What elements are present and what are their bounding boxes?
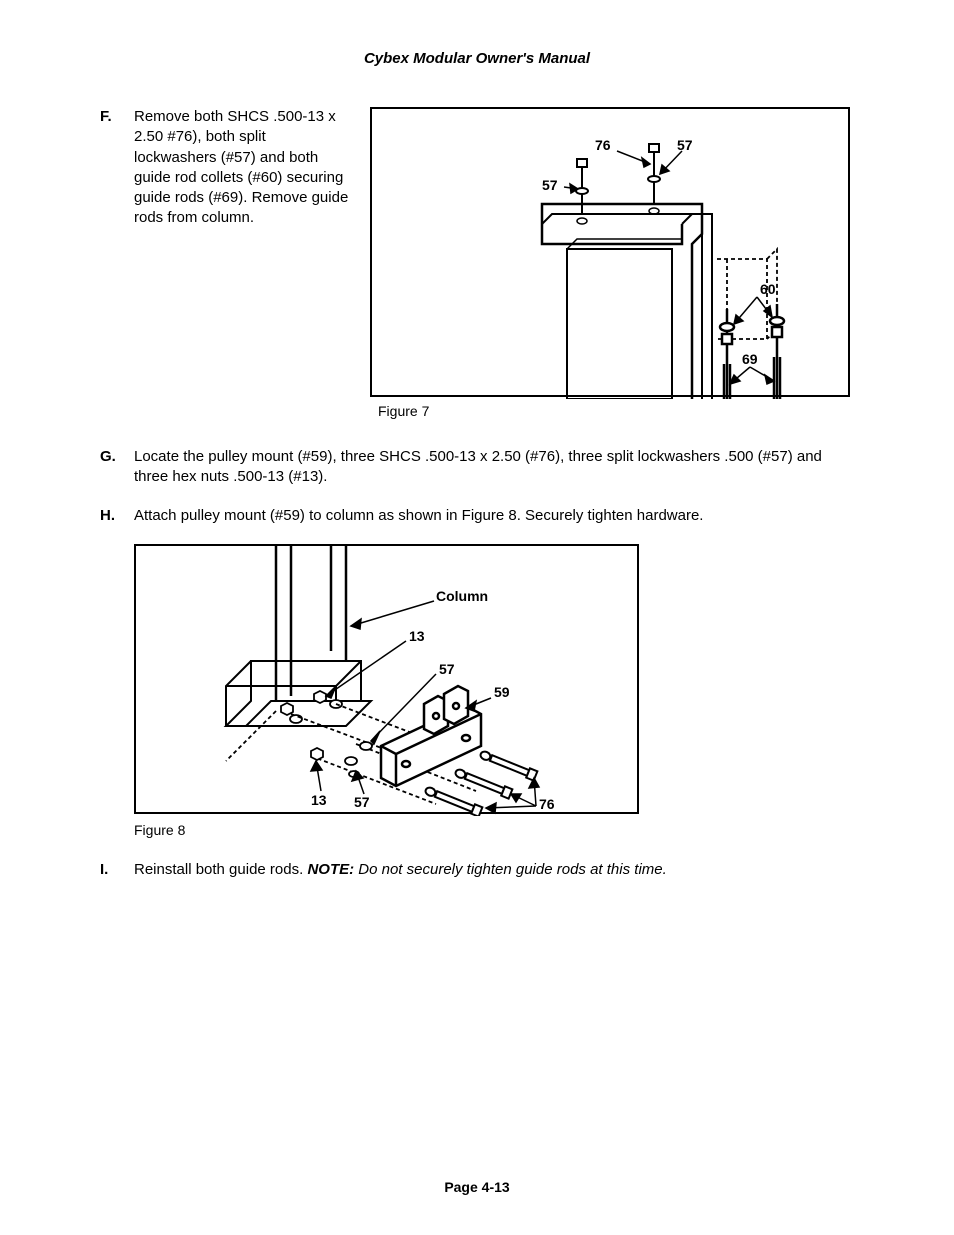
step-letter-f: F. [100,107,120,229]
page-footer: Page 4-13 [0,1179,954,1195]
step-body-h: Attach pulley mount (#59) to column as s… [134,506,854,526]
figure-8-caption: Figure 8 [134,822,854,838]
step-i: I. Reinstall both guide rods. NOTE: Do n… [100,860,854,880]
step-h: H. Attach pulley mount (#59) to column a… [100,506,854,526]
fig8-label-76: 76 [539,796,555,812]
fig8-label-57b: 57 [354,794,370,810]
figure-8-box: Column 13 57 59 13 57 76 [134,544,639,814]
fig8-label-57a: 57 [439,661,455,677]
figure-7-svg [372,109,852,399]
step-body-i: Reinstall both guide rods. NOTE: Do not … [134,860,854,880]
step-i-note-text: Do not securely tighten guide rods at th… [358,861,667,878]
fig7-label-60: 60 [760,281,776,297]
step-g: G. Locate the pulley mount (#59), three … [100,447,854,488]
figure-8-svg [136,546,641,816]
fig8-label-column: Column [436,588,488,604]
step-f: F. Remove both SHCS .500-13 x 2.50 #76),… [100,107,350,229]
fig7-label-76: 76 [595,137,611,153]
fig8-label-59: 59 [494,684,510,700]
figure-7-caption: Figure 7 [378,403,854,419]
fig7-label-69: 69 [742,351,758,367]
figure-7-box: 76 57 57 60 69 [370,107,850,397]
step-body-g: Locate the pulley mount (#59), three SHC… [134,447,854,488]
step-letter-g: G. [100,447,120,488]
step-letter-i: I. [100,860,120,880]
step-i-note-label: NOTE: [307,861,354,878]
section-f: F. Remove both SHCS .500-13 x 2.50 #76),… [100,107,854,419]
step-body-f: Remove both SHCS .500-13 x 2.50 #76), bo… [134,107,350,229]
fig7-label-57a: 57 [677,137,693,153]
fig8-label-13b: 13 [311,792,327,808]
fig7-label-57b: 57 [542,177,558,193]
manual-header: Cybex Modular Owner's Manual [100,50,854,67]
fig8-label-13a: 13 [409,628,425,644]
step-i-text: Reinstall both guide rods. [134,861,307,878]
step-letter-h: H. [100,506,120,526]
